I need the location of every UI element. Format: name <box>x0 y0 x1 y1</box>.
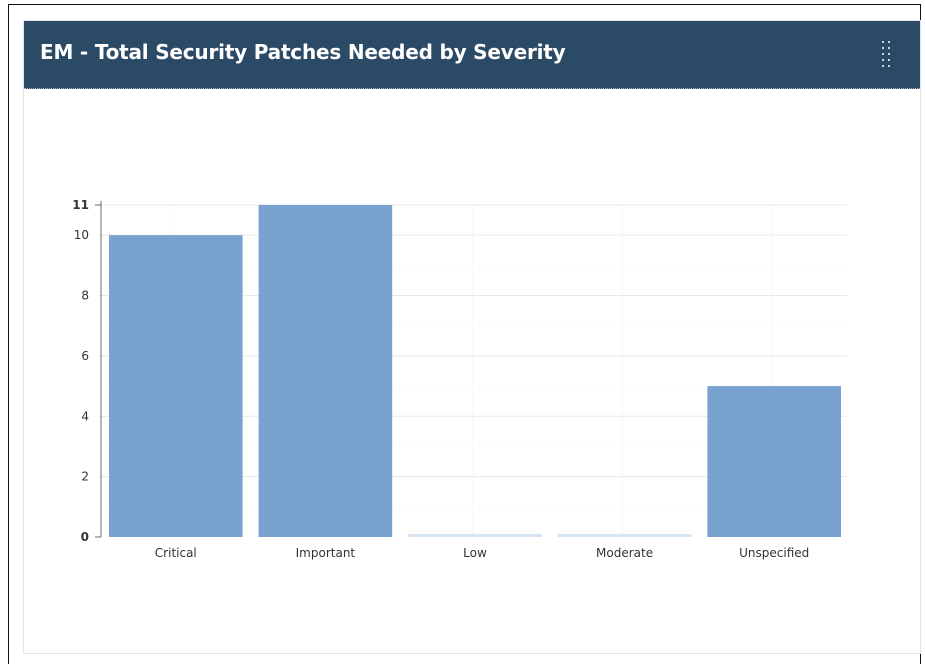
bar-unspecified <box>707 386 841 537</box>
bar-critical <box>109 235 243 537</box>
drag-handle-icon[interactable] <box>882 41 894 71</box>
y-tick-label: 0 <box>81 530 89 544</box>
x-tick-label: Important <box>296 546 356 560</box>
chart-axis <box>95 201 102 538</box>
x-tick-label: Low <box>463 546 487 560</box>
y-tick-labels: 0 2 4 6 8 10 11 <box>72 198 89 544</box>
chart-bars <box>109 205 841 537</box>
x-tick-label: Moderate <box>596 546 653 560</box>
y-tick-label: 4 <box>81 409 89 423</box>
x-tick-label: Critical <box>155 546 197 560</box>
y-tick-label: 2 <box>81 470 89 484</box>
bar-moderate <box>557 534 692 537</box>
widget-header[interactable]: EM - Total Security Patches Needed by Se… <box>24 21 920 89</box>
y-tick-label: 8 <box>81 289 89 303</box>
y-tick-label: 11 <box>72 198 89 212</box>
y-tick-label: 10 <box>74 228 89 242</box>
x-tick-label: Unspecified <box>739 546 809 560</box>
x-tick-labels: Critical Important Low Moderate Unspecified <box>155 546 809 560</box>
bar-low <box>408 534 542 537</box>
bar-important <box>258 205 393 537</box>
y-tick-label: 6 <box>81 349 89 363</box>
widget-title: EM - Total Security Patches Needed by Se… <box>40 40 566 64</box>
